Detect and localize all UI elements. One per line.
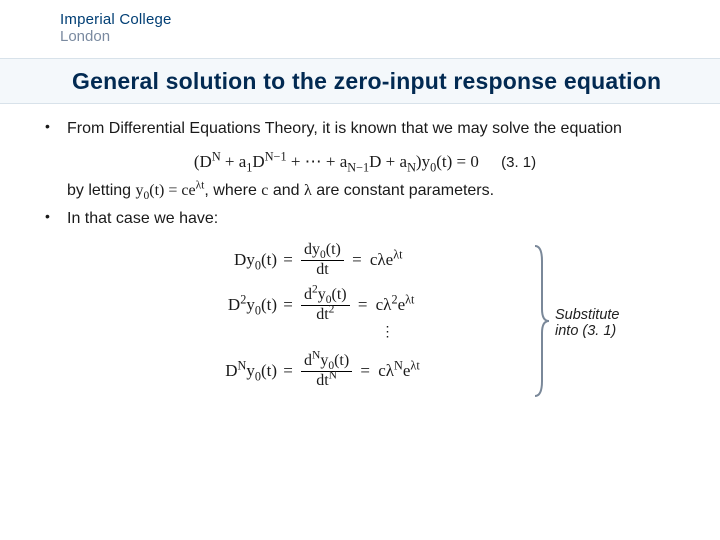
bullet-dot: • [45, 118, 67, 140]
equation-3-1: (DN + a1DN−1 + ⋯ + aN−1D + aN)y0(t) = 0 … [45, 152, 685, 172]
logo-line-2: London [60, 29, 172, 46]
substitution-line: by letting y0(t) = ceλt, where c and λ a… [67, 182, 685, 200]
derivative-block: Dy0(t) = dy0(t)dt = cλeλt D2y0(t) = d2y0… [185, 239, 540, 392]
equation-label: (3. 1) [501, 154, 536, 171]
derivative-line-1: Dy0(t) = dy0(t)dt = cλeλt [185, 239, 540, 281]
bullet-2: • In that case we have: [45, 208, 685, 230]
slide-content: • From Differential Equations Theory, it… [45, 118, 685, 395]
institution-logo: Imperial College London [60, 12, 172, 45]
slide-title: General solution to the zero-input respo… [0, 68, 661, 95]
bullet-2-text: In that case we have: [67, 208, 685, 230]
derivative-line-n: DNy0(t) = dNy0(t)dtN = cλNeλt [185, 350, 540, 392]
curly-brace-icon [532, 243, 550, 399]
logo-line-1: Imperial College [60, 12, 172, 29]
substitute-annotation: Substitute into (3. 1) [555, 307, 620, 339]
bullet-dot: • [45, 208, 67, 230]
bullet-1: • From Differential Equations Theory, it… [45, 118, 685, 140]
derivative-line-2: D2y0(t) = d2y0(t)dt2 = cλ2eλt [185, 284, 540, 326]
title-bar: General solution to the zero-input respo… [0, 58, 720, 104]
vertical-dots: ⋮ [185, 329, 540, 347]
bullet-1-text: From Differential Equations Theory, it i… [67, 118, 685, 140]
